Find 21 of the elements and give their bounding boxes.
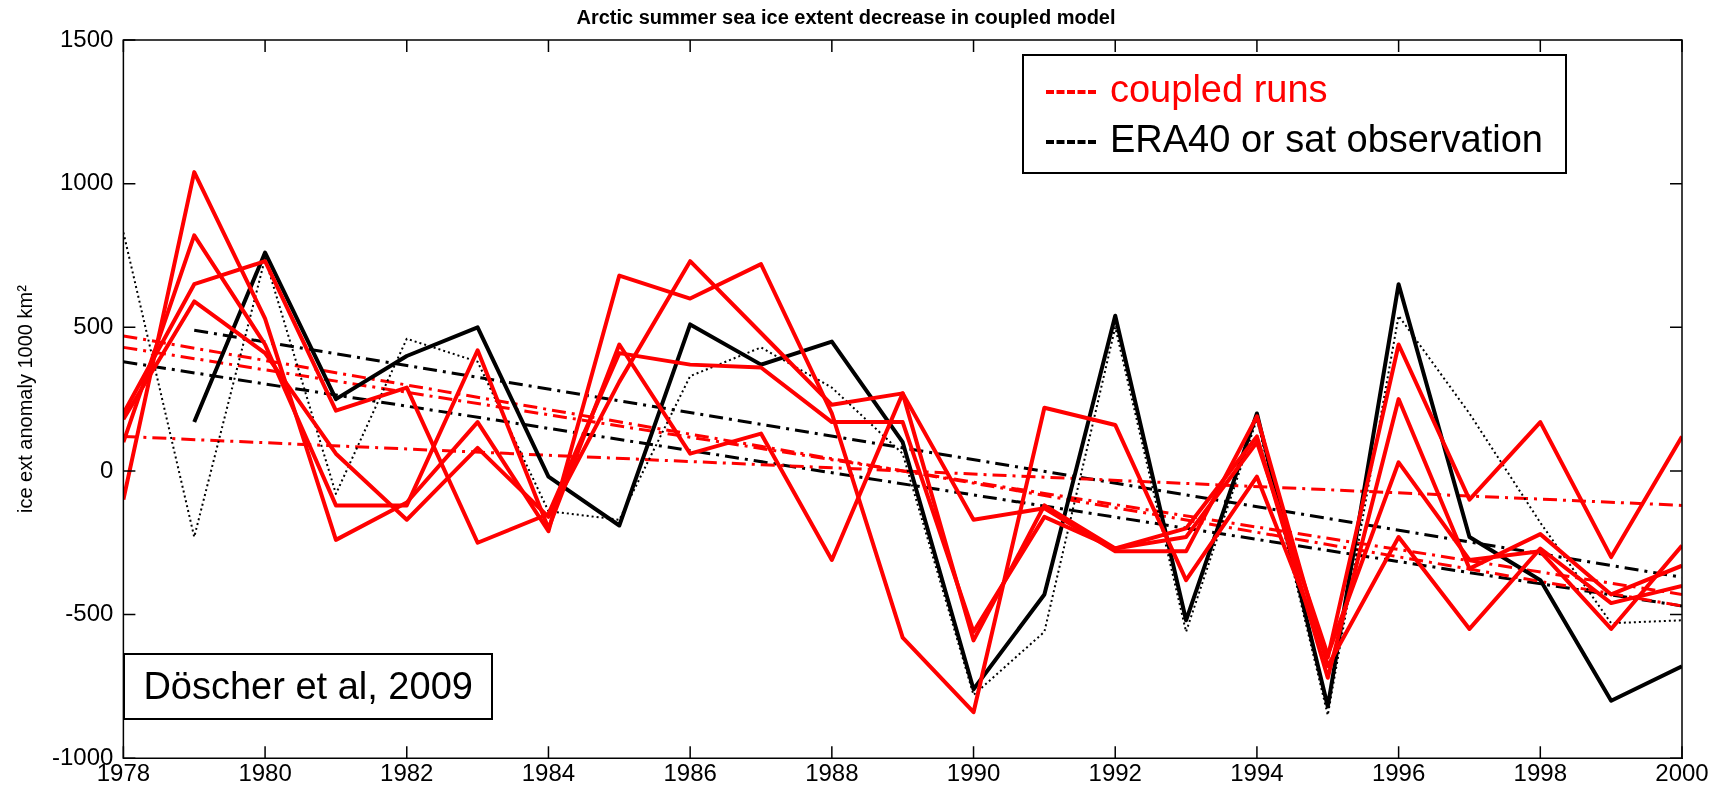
x-tick-label: 1984 xyxy=(521,759,576,787)
annotation: Döscher et al, 2009 xyxy=(123,653,493,721)
x-tick-label: 1996 xyxy=(1371,759,1426,787)
x-tick-label: 1998 xyxy=(1513,759,1567,787)
legend-label: ERA40 or sat observation xyxy=(1109,118,1543,160)
y-axis-title: ice ext anomaly 1000 km² xyxy=(13,284,36,514)
x-tick-label: 2000 xyxy=(1655,759,1709,787)
x-tick-label: 1980 xyxy=(238,759,292,787)
chart-title: Arctic summer sea ice extent decrease in coupled model xyxy=(576,5,1116,28)
legend-label: coupled runs xyxy=(1109,68,1328,110)
y-tick-label: -500 xyxy=(65,599,114,627)
x-tick-label: 1982 xyxy=(380,759,434,787)
y-tick-label: 1500 xyxy=(59,24,114,52)
x-tick-label: 1992 xyxy=(1088,759,1142,787)
x-tick-label: 1994 xyxy=(1230,759,1284,787)
y-tick-label: 0 xyxy=(100,455,114,483)
x-tick-label: 1986 xyxy=(663,759,717,787)
y-tick-label: 1000 xyxy=(59,168,114,196)
x-tick-label: 1988 xyxy=(805,759,859,787)
x-tick-label: 1990 xyxy=(946,759,1001,787)
y-tick-label: 500 xyxy=(73,311,114,339)
